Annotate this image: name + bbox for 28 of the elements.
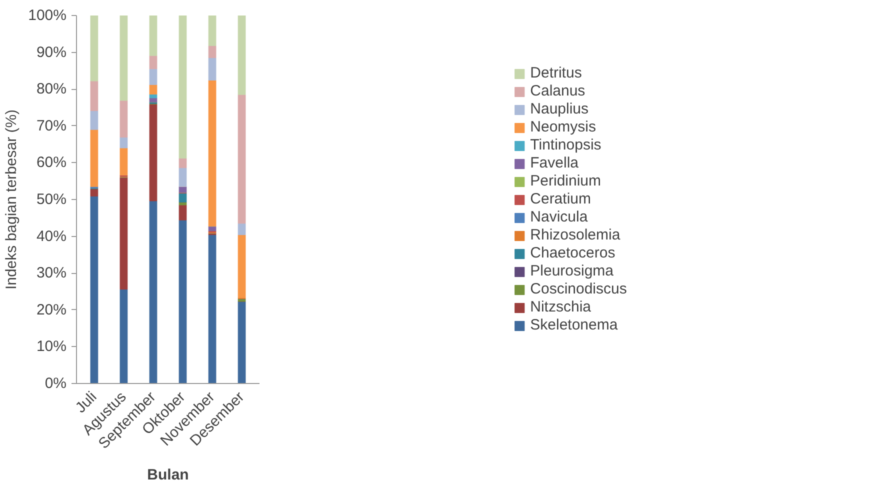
legend-label: Peridinium [530,172,602,190]
y-tick-label: 40% [36,228,67,245]
y-tick-label: 30% [36,264,67,282]
legend-label: Detritus [530,64,582,82]
legend-label: Pleurosigma [530,262,614,280]
legend-label: Tintinopsis [530,136,602,154]
y-tick-label: 50% [36,191,67,208]
legend-label: Favella [530,154,578,172]
y-tick-label: 0% [44,375,67,392]
legend-label: Rhizosolemia [530,226,620,244]
x-axis-title: Bulan [147,466,189,484]
legend-label: Nauplius [530,100,589,118]
legend-label: Neomysis [530,118,596,136]
legend-label: Skeletonema [530,316,618,334]
y-tick-label: 90% [36,44,67,61]
y-tick-label: 20% [36,301,67,318]
y-tick-label: 80% [36,80,67,98]
legend-label: Calanus [530,82,586,100]
legend-label: Navicula [530,208,588,226]
legend-label: Nitzschia [530,298,591,316]
legend-label: Chaetoceros [530,244,616,262]
y-tick-label: 60% [36,154,67,172]
legend-label: Ceratium [530,190,591,208]
y-axis-title: Indeks bagian terbesar (%) [3,109,20,290]
y-tick-label: 100% [28,7,67,24]
y-tick-label: 70% [36,117,67,134]
y-tick-label: 10% [36,338,67,356]
legend-label: Coscinodiscus [530,280,627,298]
